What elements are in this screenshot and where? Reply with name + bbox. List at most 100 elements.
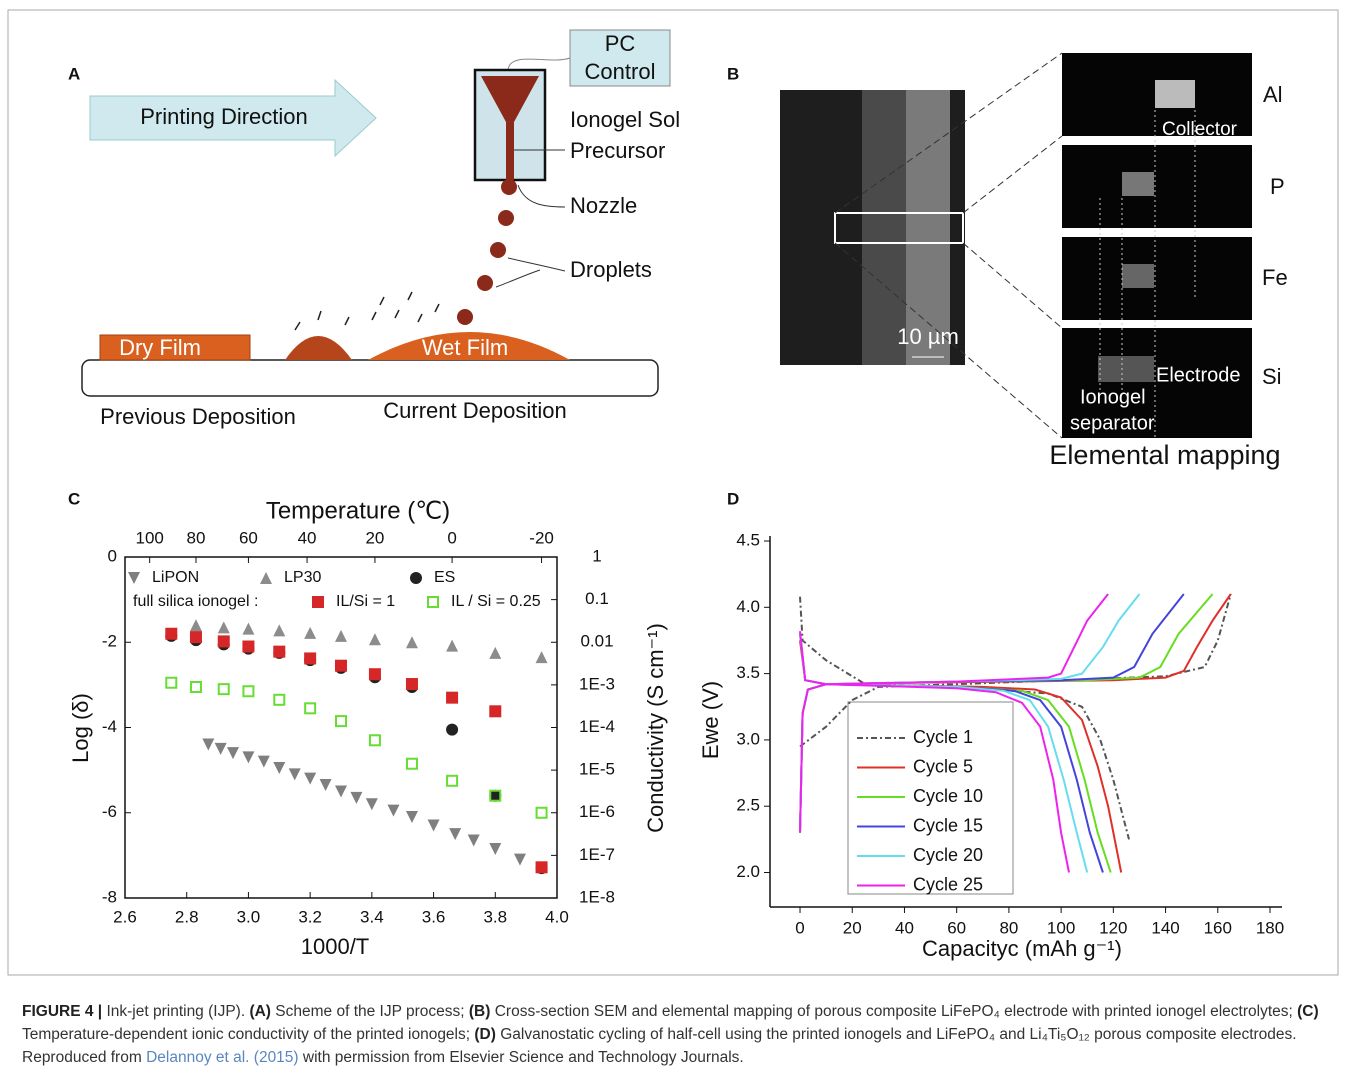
x-tick-label: 160 (1204, 918, 1232, 937)
y-tick-label: -6 (102, 802, 117, 821)
electrode-label: Electrode (1156, 364, 1241, 386)
x2-tick-label: 20 (365, 528, 384, 547)
figure-frame (7, 9, 1339, 976)
marker (489, 842, 502, 855)
caption-tag: (A) (249, 1003, 271, 1020)
marker (304, 772, 317, 785)
cable (507, 57, 571, 71)
y2-tick-label: 1E-5 (579, 760, 615, 779)
x-axis-title: Capacityc (mAh g⁻¹) (922, 936, 1122, 961)
x-tick-label: 2.6 (113, 907, 137, 926)
marker (189, 619, 202, 632)
sem-band (906, 90, 950, 365)
marker (513, 853, 526, 866)
legend-label: Cycle 25 (913, 874, 983, 894)
marker (350, 791, 363, 804)
marker (368, 734, 381, 747)
legend-label: Cycle 1 (913, 727, 973, 747)
marker (304, 626, 317, 639)
marker (368, 633, 381, 646)
marker (405, 811, 418, 824)
droplets-label: Droplets (570, 257, 652, 282)
y2-axis-title: Conductivity (S cm⁻¹) (643, 623, 668, 833)
marker (217, 635, 230, 648)
dry-film (99, 334, 251, 361)
x-axis-title: 1000/T (301, 934, 370, 959)
y-tick-label: 3.0 (736, 729, 760, 748)
y-axis-title: Log (δ) (68, 693, 93, 763)
previous-label: Previous Deposition (100, 404, 296, 429)
x-tick-label: 0 (795, 918, 804, 937)
caption-tag: (B) (468, 1003, 491, 1020)
droplet (490, 242, 506, 258)
guide-lines (1099, 110, 1196, 438)
x2-tick-label: 40 (298, 528, 317, 547)
x2-tick-label: 60 (239, 528, 258, 547)
marker (217, 621, 230, 634)
marker (387, 804, 400, 817)
caption-text: Reproduced from (22, 1049, 142, 1066)
y2-tick-label: 1E-8 (579, 887, 615, 906)
y-tick-label: 2.5 (736, 796, 760, 815)
collector-label: Collector (1162, 119, 1238, 140)
marker (242, 622, 255, 635)
pc-label: PC (605, 31, 636, 56)
wet-film-label: Wet Film (422, 335, 508, 360)
marker (449, 828, 462, 841)
panel-label: B (727, 64, 739, 83)
x-tick-label: 3.6 (422, 907, 446, 926)
marker (365, 798, 378, 811)
x2-tick-label: 100 (135, 528, 163, 547)
droplet (501, 179, 517, 195)
marker (335, 785, 347, 798)
map-p (1062, 145, 1252, 228)
y-tick-label: 3.5 (736, 663, 760, 682)
y-tick-label: 2.0 (736, 862, 760, 881)
caption-text: Galvanostatic cycling of half-cell using… (500, 1026, 1297, 1043)
marker (535, 861, 548, 874)
nozzle-label: Nozzle (570, 193, 637, 218)
marker (189, 681, 202, 694)
marker (535, 651, 548, 664)
x-tick-label: 3.4 (360, 907, 384, 926)
y2-tick-label: 1 (592, 546, 601, 565)
marker (446, 774, 459, 787)
y2-tick-label: 1E-6 (579, 802, 615, 821)
element-label: P (1270, 174, 1285, 199)
marker (405, 678, 418, 691)
caption-text: Cross-section SEM and elemental mapping … (494, 1003, 1293, 1020)
legend-marker (128, 572, 140, 584)
substrate (81, 359, 659, 397)
element-label: Fe (1262, 265, 1288, 290)
legend-label: LP30 (284, 569, 321, 586)
marker (489, 789, 502, 802)
marker (242, 685, 255, 698)
dry-film-label: Dry Film (119, 335, 201, 360)
ionogel-label: separator (1070, 412, 1155, 434)
x-tick-label: 80 (999, 918, 1018, 937)
marker (288, 768, 301, 781)
x-tick-label: 40 (895, 918, 914, 937)
x2-axis-title: Temperature (℃) (266, 497, 450, 524)
x-tick-label: 180 (1256, 918, 1284, 937)
map-signal (1098, 356, 1154, 382)
marker (304, 702, 317, 715)
marker (319, 779, 332, 792)
legend-annotation: full silica ionogel : (133, 593, 258, 610)
marker (446, 691, 459, 704)
panel-label: C (68, 489, 80, 508)
map-signal (1155, 80, 1195, 108)
marker (427, 819, 440, 832)
sem-band (862, 90, 906, 365)
marker (257, 755, 270, 768)
marker (446, 639, 459, 652)
marker (165, 676, 178, 689)
droplet (477, 275, 493, 291)
x-tick-label: 3.2 (298, 907, 322, 926)
reference-link[interactable]: Delannoy et al. (2015) (146, 1049, 299, 1066)
y2-tick-label: 0.01 (580, 632, 613, 651)
marker (273, 693, 286, 706)
map-signal (1122, 172, 1154, 196)
marker (489, 705, 502, 718)
leader (517, 184, 566, 208)
